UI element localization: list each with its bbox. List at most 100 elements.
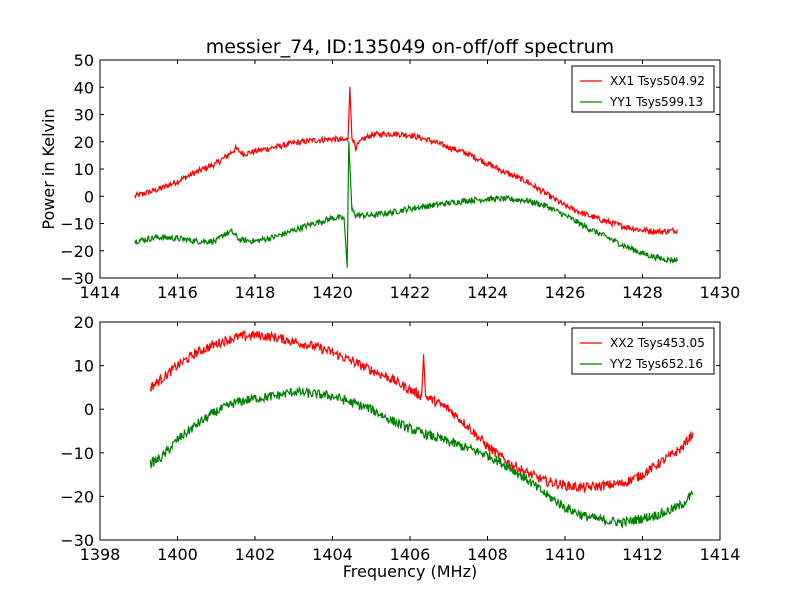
- bottom-x-tick-label: 1402: [235, 545, 276, 564]
- bottom-x-tick-label: 1404: [312, 545, 353, 564]
- bottom-series-1-point-4: [215, 410, 217, 412]
- bottom-series-line-xx: [149, 329, 694, 495]
- top-y-tick-label: 20: [74, 133, 94, 152]
- top-x-tick-label: 1418: [235, 283, 276, 302]
- bottom-series-0-point-14: [409, 389, 411, 391]
- top-series-1-point-13: [343, 217, 345, 219]
- top-series-0-point-3: [196, 171, 198, 173]
- bottom-x-tick-label: 1414: [700, 545, 741, 564]
- bottom-series-1-point-23: [583, 515, 586, 517]
- top-series-0-point-9: [273, 146, 275, 148]
- top-series-0-point-1: [157, 188, 159, 190]
- bottom-series-0-point-19: [467, 426, 469, 428]
- top-series-0-point-22: [428, 139, 430, 141]
- top-series-1-point-20: [409, 207, 411, 210]
- top-series-1-point-27: [545, 205, 547, 207]
- top-series-0-point-15: [349, 86, 351, 88]
- figure-title: messier_74, ID:135049 on-off/off spectru…: [206, 36, 614, 58]
- top-y-tick-label: −30: [60, 269, 94, 288]
- top-y-tick-label: 0: [84, 187, 94, 206]
- top-legend-label: YY1 Tsys599.13: [609, 95, 703, 109]
- bottom-series-1-point-7: [273, 395, 275, 397]
- top-series-1-point-7: [238, 239, 241, 241]
- top-series-0-point-34: [661, 231, 663, 233]
- bottom-series-1-point-12: [370, 408, 372, 410]
- top-series-0-point-32: [622, 225, 624, 227]
- top-y-tick-label: −20: [60, 242, 94, 261]
- top-series-1-point-8: [254, 240, 256, 242]
- top-series-1-point-30: [603, 235, 605, 237]
- top-series-1-point-9: [273, 236, 275, 238]
- bottom-x-tick-label: 1408: [467, 545, 508, 564]
- bottom-series-0-point-24: [564, 484, 566, 487]
- top-series-0-point-29: [564, 205, 566, 207]
- bottom-x-tick-label: 1400: [157, 545, 198, 564]
- top-series-0-point-11: [312, 139, 314, 141]
- bottom-series-1-point-24: [603, 519, 605, 522]
- bottom-series-1-point-0: [149, 463, 151, 465]
- top-series-1-point-23: [467, 199, 469, 201]
- top-series-0-point-35: [676, 229, 679, 231]
- top-series-1-point-10: [293, 229, 295, 231]
- top-series-1-point-0: [134, 240, 136, 242]
- top-series-1-point-32: [641, 252, 644, 255]
- top-series-0-point-24: [467, 153, 469, 155]
- bottom-series-1-point-28: [680, 504, 682, 506]
- top-plot-panel: 1414 1416 1418 1420 1422 1424 1426 1428 1430 −30 −…: [60, 51, 740, 302]
- top-series-0-point-0: [134, 195, 136, 197]
- bottom-series-0-point-2: [176, 365, 179, 367]
- top-series-0-point-20: [390, 133, 392, 135]
- bottom-series-0-point-9: [312, 345, 314, 347]
- top-series-1-point-5: [223, 233, 225, 235]
- bottom-legend-label: YY2 Tsys652.16: [609, 357, 703, 371]
- bottom-series-0-point-26: [603, 484, 605, 487]
- bottom-series-1-point-13: [390, 419, 392, 421]
- bottom-y-tick-label: 10: [74, 357, 94, 376]
- bottom-x-tick-label: 1406: [390, 545, 431, 564]
- bottom-series-1-point-27: [661, 513, 663, 515]
- top-series-1-point-17: [355, 214, 357, 216]
- top-series-0-point-10: [293, 142, 295, 144]
- top-series-0-point-16: [351, 135, 353, 137]
- bottom-y-tick-label: 20: [74, 313, 94, 332]
- bottom-x-axis-label: Frequency (MHz): [343, 562, 477, 581]
- top-series-0-point-12: [331, 138, 334, 140]
- top-x-tick-label: 1422: [390, 283, 431, 302]
- top-series-1-point-34: [676, 259, 679, 261]
- bottom-series-0-point-29: [661, 460, 663, 463]
- top-series-0-point-8: [254, 150, 256, 152]
- top-series-0-point-18: [362, 138, 365, 140]
- bottom-y-tick-label: −10: [60, 444, 94, 463]
- bottom-series-0-point-18: [448, 408, 450, 410]
- top-y-tick-label: 40: [74, 78, 94, 97]
- bottom-series-0-point-7: [273, 336, 275, 338]
- top-series-1-point-3: [196, 240, 198, 242]
- top-legend-box: [571, 65, 715, 113]
- top-series-1-point-26: [525, 199, 527, 201]
- top-x-tick-label: 1416: [157, 283, 198, 302]
- bottom-series-1-point-19: [506, 465, 508, 467]
- top-series-0-point-14: [347, 138, 349, 140]
- top-series-0-point-26: [506, 172, 508, 174]
- top-series-1-point-14: [346, 266, 348, 268]
- top-series-1-point-25: [506, 198, 508, 200]
- top-series-group: [134, 86, 679, 268]
- top-series-line-xx: [134, 87, 678, 236]
- top-series-1-point-4: [215, 240, 217, 242]
- top-series-1-point-12: [331, 217, 334, 219]
- bottom-series-1-point-20: [525, 478, 527, 480]
- top-series-0-point-19: [370, 134, 372, 136]
- top-series-1-point-28: [564, 214, 566, 216]
- top-series-1-point-1: [157, 236, 159, 238]
- top-series-0-point-17: [355, 146, 357, 148]
- top-series-0-point-5: [227, 154, 229, 156]
- bottom-plot-panel: 1398 1400 1402 1404 1406 1408 1410 1412 1414 −30 −…: [60, 313, 740, 564]
- bottom-series-0-point-8: [293, 341, 295, 343]
- bottom-series-0-point-15: [421, 395, 423, 397]
- top-series-0-point-27: [525, 180, 527, 182]
- bottom-series-1-point-14: [409, 428, 411, 430]
- top-series-1-point-19: [390, 212, 392, 214]
- bottom-series-1-point-11: [351, 402, 353, 404]
- top-x-tick-label: 1424: [467, 283, 508, 302]
